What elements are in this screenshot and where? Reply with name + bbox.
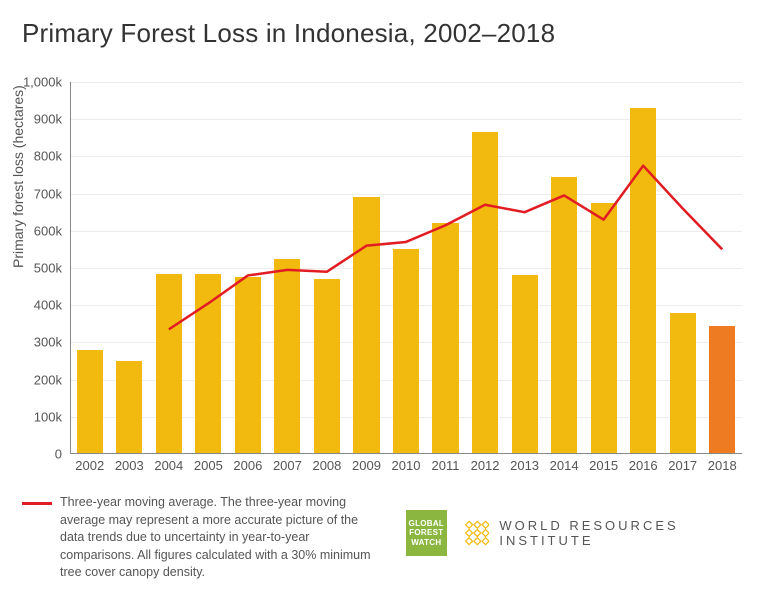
x-tick-label: 2012 (471, 458, 500, 473)
y-tick-label: 800k (2, 149, 62, 164)
y-tick-label: 100k (2, 409, 62, 424)
gfw-logo: GLOBAL FOREST WATCH (406, 510, 447, 556)
moving-average-line (70, 82, 742, 454)
x-tick-label: 2014 (550, 458, 579, 473)
gfw-logo-line3: WATCH (411, 538, 441, 547)
y-tick-label: 1,000k (2, 75, 62, 90)
wri-logo-text: WORLD RESOURCES INSTITUTE (499, 518, 746, 548)
x-tick-label: 2002 (75, 458, 104, 473)
gfw-logo-line2: FOREST (409, 528, 443, 537)
x-tick-label: 2004 (154, 458, 183, 473)
chart-plot-area: 0100k200k300k400k500k600k700k800k900k1,0… (70, 82, 742, 454)
legend-caption: Three-year moving average. The three-yea… (60, 494, 380, 582)
x-tick-label: 2016 (629, 458, 658, 473)
x-tick-label: 2015 (589, 458, 618, 473)
y-tick-label: 900k (2, 112, 62, 127)
x-tick-label: 2006 (233, 458, 262, 473)
x-tick-label: 2009 (352, 458, 381, 473)
y-tick-label: 200k (2, 372, 62, 387)
logos-row: GLOBAL FOREST WATCH WORLD RESOURCES INST… (406, 510, 746, 556)
x-tick-label: 2018 (708, 458, 737, 473)
x-tick-label: 2011 (432, 458, 460, 473)
y-tick-label: 600k (2, 223, 62, 238)
chart-title: Primary Forest Loss in Indonesia, 2002–2… (22, 18, 555, 49)
x-tick-label: 2003 (115, 458, 144, 473)
gfw-logo-line1: GLOBAL (409, 519, 445, 528)
x-tick-label: 2008 (312, 458, 341, 473)
x-tick-label: 2017 (668, 458, 697, 473)
wri-logo: WORLD RESOURCES INSTITUTE (465, 518, 746, 548)
wri-diamond-icon (465, 519, 490, 547)
legend-line-swatch (22, 502, 52, 505)
y-tick-label: 300k (2, 335, 62, 350)
x-tick-label: 2007 (273, 458, 302, 473)
y-tick-label: 400k (2, 298, 62, 313)
chart-footer: Three-year moving average. The three-yea… (22, 494, 746, 590)
y-tick-label: 700k (2, 186, 62, 201)
x-tick-label: 2010 (392, 458, 421, 473)
y-tick-label: 500k (2, 261, 62, 276)
x-tick-label: 2013 (510, 458, 539, 473)
x-tick-label: 2005 (194, 458, 223, 473)
y-tick-label: 0 (2, 447, 62, 462)
